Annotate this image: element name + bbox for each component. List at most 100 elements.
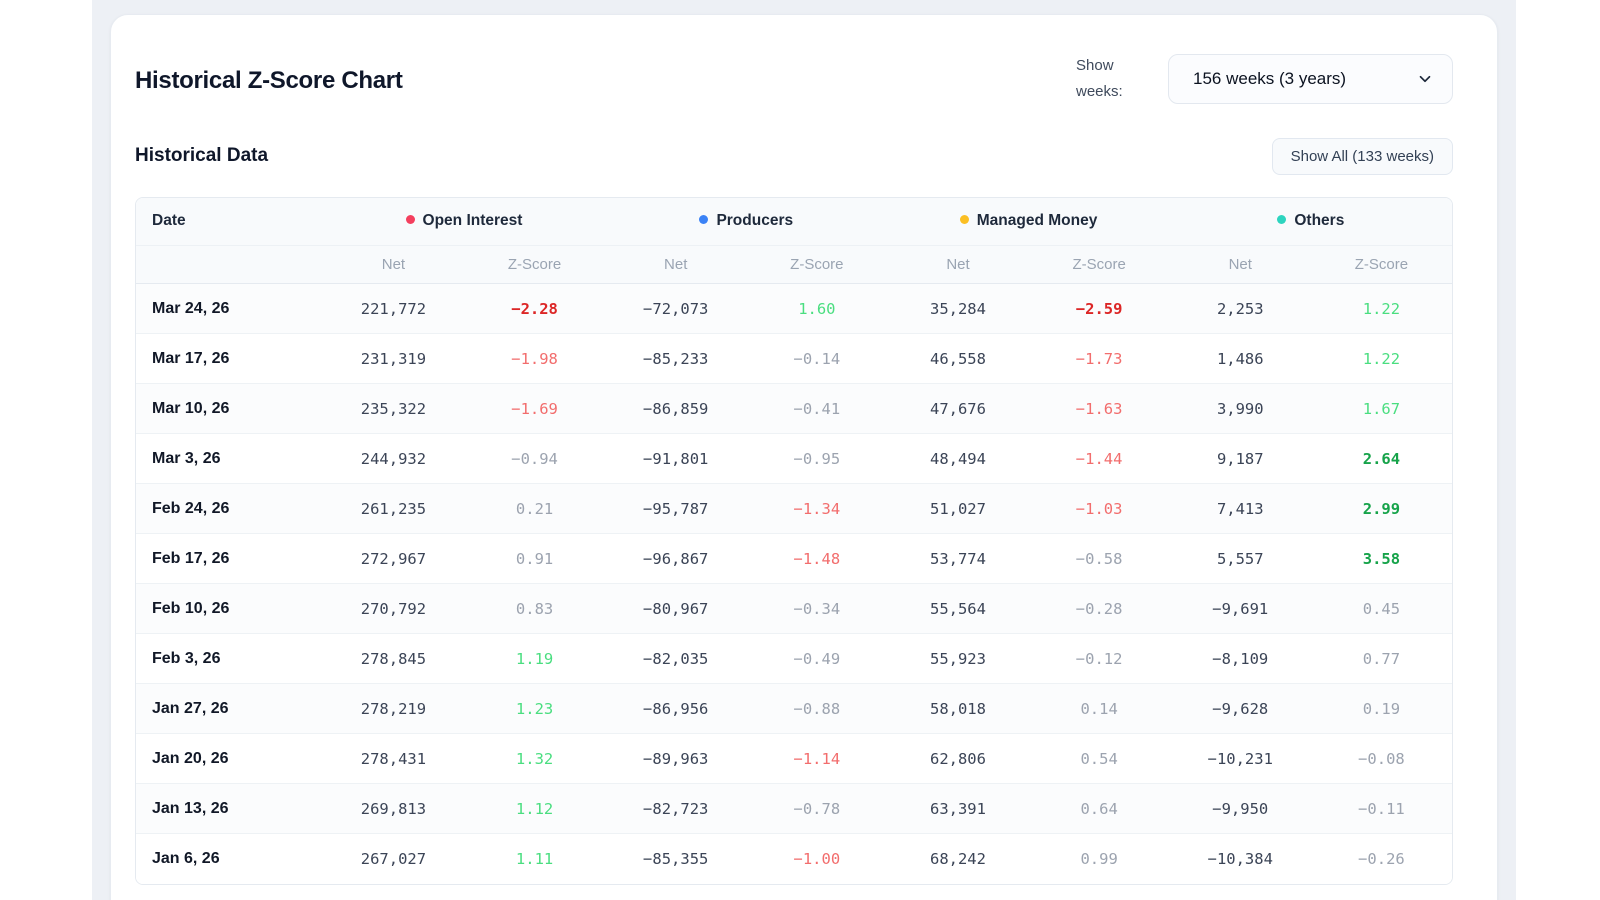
table-row: Jan 27, 26 278,219 1.23 −86,956 −0.88 58,018 0… [136, 683, 1452, 734]
zscore-cell: −0.34 [746, 583, 888, 634]
zscore-cell: 1.19 [464, 633, 606, 684]
zscore-cell: 0.91 [464, 533, 606, 584]
zscore-cell: −0.14 [746, 333, 888, 384]
net-cell: −89,963 [605, 733, 747, 784]
zscore-cell: 1.32 [464, 733, 606, 784]
date-cell: Mar 17, 26 [136, 333, 323, 384]
net-cell: −8,109 [1169, 633, 1311, 684]
net-cell: 46,558 [887, 333, 1029, 384]
net-cell: −82,723 [605, 783, 747, 834]
net-cell: 55,564 [887, 583, 1029, 634]
net-cell: −85,233 [605, 333, 747, 384]
group-label: Producers [716, 212, 794, 230]
zscore-cell: 0.77 [1310, 633, 1452, 684]
net-cell: −95,787 [605, 483, 747, 534]
net-cell: −82,035 [605, 633, 747, 684]
show-all-button[interactable]: Show All (133 weeks) [1271, 137, 1453, 175]
zscore-cell: −0.11 [1310, 783, 1452, 834]
show-weeks-label: Show weeks: [1076, 57, 1123, 101]
zscore-cell: 1.67 [1310, 383, 1452, 434]
table-row: Mar 10, 26 235,322 −1.69 −86,859 −0.41 47,676… [136, 383, 1452, 434]
table-row: Feb 24, 26 261,235 0.21 −95,787 −1.34 51,027−… [136, 483, 1452, 534]
zscore-cell: −0.95 [746, 433, 888, 484]
group-header-managed-money: Managed Money [887, 197, 1170, 246]
historical-data-table-wrap: Date Open Interest Producers Managed Money O… [135, 196, 1453, 885]
zscore-cell: −1.73 [1028, 333, 1170, 384]
zscore-cell: −2.28 [464, 283, 606, 334]
net-cell: −80,967 [605, 583, 747, 634]
sub-header-z-score: Z-Score [746, 245, 888, 284]
date-cell: Jan 27, 26 [136, 683, 323, 734]
zscore-cell: 0.99 [1028, 833, 1170, 884]
group-header-producers: Producers [605, 197, 888, 246]
table-row: Mar 24, 26 221,772 −2.28 −72,073 1.60 35,284−… [136, 283, 1452, 334]
group-label: Managed Money [976, 212, 1098, 230]
net-cell: 278,219 [322, 683, 464, 734]
zscore-cell: 0.54 [1028, 733, 1170, 784]
chevron-down-icon [1419, 76, 1431, 83]
zscore-cell: −0.28 [1028, 583, 1170, 634]
table-row: Feb 17, 26 272,967 0.91 −96,867 −1.48 53,774−… [136, 533, 1452, 584]
legend-dot-icon [959, 215, 969, 225]
net-cell: 278,845 [322, 633, 464, 684]
zscore-cell: 1.60 [746, 283, 888, 334]
zscore-cell: −0.94 [464, 433, 606, 484]
zscore-cell: −1.63 [1028, 383, 1170, 434]
date-cell: Jan 13, 26 [136, 783, 323, 834]
zscore-cell: −1.34 [746, 483, 888, 534]
net-cell: −72,073 [605, 283, 747, 334]
net-cell: 261,235 [322, 483, 464, 534]
date-cell: Mar 24, 26 [136, 283, 323, 334]
date-cell: Feb 10, 26 [136, 583, 323, 634]
sub-header-z-score: Z-Score [1310, 245, 1452, 284]
zscore-cell: 2.99 [1310, 483, 1452, 534]
date-cell: Feb 17, 26 [136, 533, 323, 584]
zscore-cell: 1.12 [464, 783, 606, 834]
legend-dot-icon [405, 215, 415, 225]
date-cell: Feb 24, 26 [136, 483, 323, 534]
net-cell: −10,231 [1169, 733, 1311, 784]
net-cell: 269,813 [322, 783, 464, 834]
net-cell: 2,253 [1169, 283, 1311, 334]
net-cell: −9,691 [1169, 583, 1311, 634]
zscore-cell: 0.19 [1310, 683, 1452, 734]
net-cell: −96,867 [605, 533, 747, 584]
net-cell: 9,187 [1169, 433, 1311, 484]
table-row: Jan 13, 26 269,813 1.12 −82,723 −0.78 63,391 0… [136, 783, 1452, 834]
zscore-cell: 0.21 [464, 483, 606, 534]
net-cell: 48,494 [887, 433, 1029, 484]
zscore-cell: −1.00 [746, 833, 888, 884]
net-cell: 62,806 [887, 733, 1029, 784]
table-row: Jan 6, 26 267,027 1.11 −85,355 −1.00 68,242 0.… [136, 833, 1452, 884]
group-header-open-interest: Open Interest [322, 197, 606, 246]
net-cell: 272,967 [322, 533, 464, 584]
zscore-cell: −0.08 [1310, 733, 1452, 784]
net-cell: 53,774 [887, 533, 1029, 584]
net-cell: 244,932 [322, 433, 464, 484]
net-cell: 235,322 [322, 383, 464, 434]
date-cell: Jan 20, 26 [136, 733, 323, 784]
zscore-cell: 1.23 [464, 683, 606, 734]
zscore-cell: 1.11 [464, 833, 606, 884]
net-cell: 55,923 [887, 633, 1029, 684]
net-cell: 267,027 [322, 833, 464, 884]
zscore-cell: −1.14 [746, 733, 888, 784]
net-cell: −9,950 [1169, 783, 1311, 834]
net-cell: −86,956 [605, 683, 747, 734]
zscore-cell: 0.14 [1028, 683, 1170, 734]
zscore-cell: −0.41 [746, 383, 888, 434]
sub-header-net: Net [605, 245, 747, 284]
sub-header-net: Net [887, 245, 1029, 284]
legend-dot-icon [1277, 215, 1287, 225]
historical-zscore-card: Historical Z-Score Chart Show weeks: 156… [110, 14, 1498, 900]
zscore-cell: −0.88 [746, 683, 888, 734]
net-cell: −85,355 [605, 833, 747, 884]
net-cell: −10,384 [1169, 833, 1311, 884]
net-cell: 5,557 [1169, 533, 1311, 584]
zscore-cell: −0.78 [746, 783, 888, 834]
net-cell: 221,772 [322, 283, 464, 334]
sub-header-row: Net Z-Score Net Z-Score Net Z-Score Net Z-Score [136, 245, 1452, 284]
net-cell: −9,628 [1169, 683, 1311, 734]
weeks-select-dropdown[interactable]: 156 weeks (3 years) [1168, 54, 1453, 105]
net-cell: 68,242 [887, 833, 1029, 884]
